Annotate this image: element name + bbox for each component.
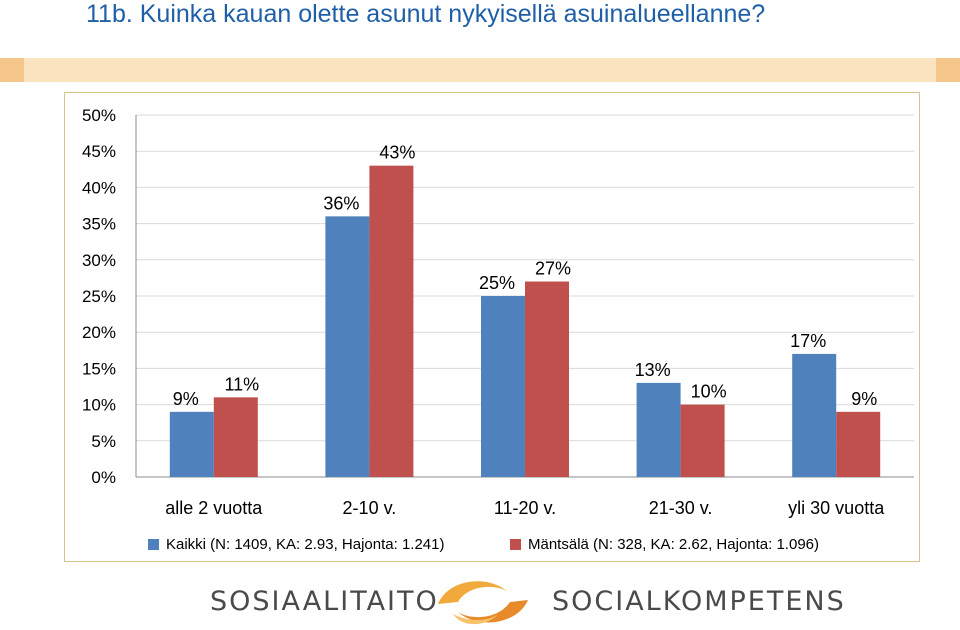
x-tick-labels: alle 2 vuotta 2-10 v. 11-20 v. 21-30 v. yli …: [165, 498, 885, 518]
data-label: 27%: [535, 259, 571, 279]
x-tick-label: 21-30 v.: [649, 498, 713, 518]
data-label: 43%: [379, 143, 415, 163]
bar-mantsala: [213, 397, 258, 477]
data-label: 25%: [479, 273, 515, 293]
legend-item-kaikki: Kaikki (N: 1409, KA: 2.93, Hajonta: 1.24…: [148, 536, 445, 553]
bar-kaikki: [169, 411, 214, 477]
footer-left-text: SOSIAALITAITO: [210, 586, 439, 617]
legend-swatch: [148, 539, 159, 550]
y-tick-label: 10%: [82, 396, 116, 415]
bar-kaikki: [636, 382, 681, 477]
page-title: 11b. Kuinka kauan olette asunut nykyisel…: [86, 0, 766, 28]
data-label: 9%: [851, 389, 877, 409]
decorative-square: [0, 58, 24, 82]
x-tick-label: yli 30 vuotta: [788, 498, 885, 518]
y-tick-label: 35%: [82, 215, 116, 234]
legend-label: Kaikki (N: 1409, KA: 2.93, Hajonta: 1.24…: [166, 536, 445, 553]
data-label: 36%: [323, 193, 359, 213]
y-tick-label: 20%: [82, 323, 116, 342]
bar-kaikki: [325, 216, 370, 478]
y-tick-label: 30%: [82, 251, 116, 270]
data-labels: 9% 11% 36% 43% 25% 27% 13% 10% 17% 9%: [173, 143, 877, 409]
y-tick-label: 0%: [91, 468, 116, 487]
data-label: 9%: [173, 389, 199, 409]
x-tick-label: alle 2 vuotta: [165, 498, 263, 518]
y-tick-label: 40%: [82, 178, 116, 197]
y-tick-label: 25%: [82, 287, 116, 306]
y-tick-label: 45%: [82, 142, 116, 161]
footer-branding: SOSIAALITAITO SOCIALKOMPETENS: [0, 572, 960, 630]
bars: [169, 165, 881, 478]
data-label: 13%: [635, 360, 671, 380]
x-tick-label: 11-20 v.: [494, 498, 556, 518]
decorative-band: [0, 58, 960, 82]
legend-item-mantsala: Mäntsälä (N: 328, KA: 2.62, Hajonta: 1.0…: [510, 536, 819, 553]
bar-mantsala: [369, 165, 414, 477]
data-label: 17%: [790, 331, 826, 351]
bar-kaikki: [481, 296, 525, 477]
bar-mantsala: [525, 281, 569, 477]
y-tick-label: 50%: [82, 106, 116, 125]
data-label: 10%: [691, 382, 727, 402]
bar-kaikki: [792, 353, 837, 477]
y-tick-label: 15%: [82, 359, 116, 378]
y-tick-label: 5%: [91, 432, 116, 451]
swirl-logo-icon: [438, 581, 528, 625]
legend-label: Mäntsälä (N: 328, KA: 2.62, Hajonta: 1.0…: [528, 536, 819, 553]
legend-swatch: [510, 539, 521, 550]
footer-right-text: SOCIALKOMPETENS: [552, 586, 846, 617]
bar-mantsala: [836, 411, 881, 477]
y-tick-labels: 0% 5% 10% 15% 20% 25% 30% 35% 40% 45% 50%: [82, 106, 116, 487]
decorative-square: [936, 58, 960, 82]
x-tick-label: 2-10 v.: [343, 498, 397, 518]
bar-mantsala: [680, 404, 725, 477]
data-label: 11%: [224, 374, 259, 394]
